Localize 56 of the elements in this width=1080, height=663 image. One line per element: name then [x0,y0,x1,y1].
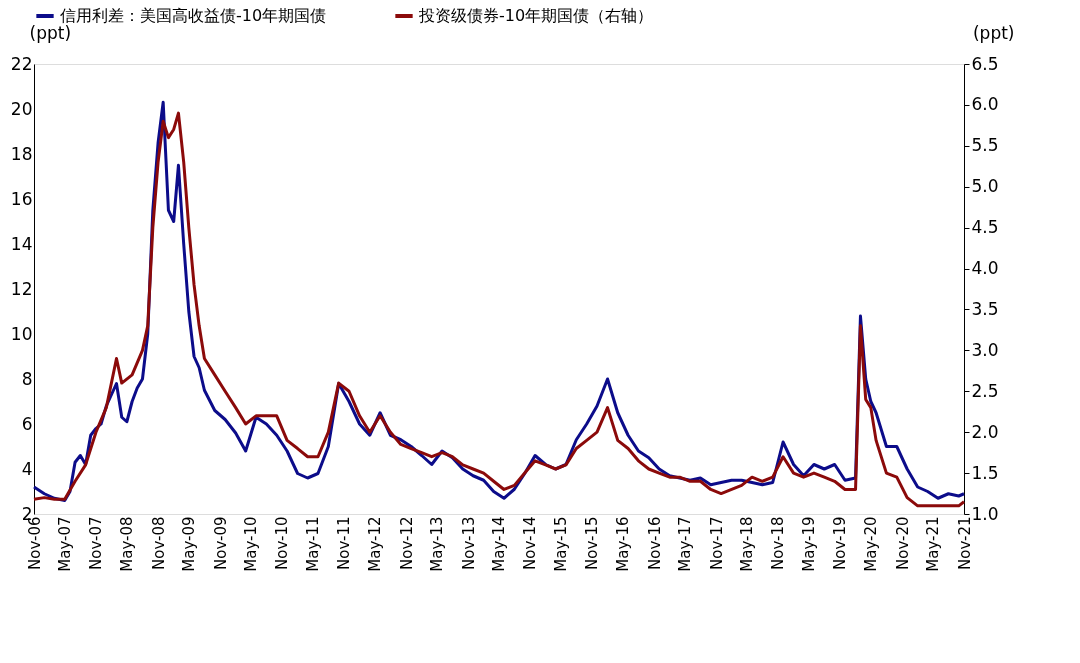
x-tick-label: May-12 [366,516,385,572]
x-tick-label: Nov-13 [459,516,478,570]
x-tick-label: Nov-17 [707,516,726,570]
y2-axis-title: (ppt) [972,22,1015,43]
x-tick-label: May-14 [490,516,509,572]
y-tick-label: 12 [10,278,33,299]
x-tick-label: Nov-09 [211,516,230,570]
y2-tick-label: 4.0 [971,258,999,279]
y2-tick-label: 6.0 [971,94,999,115]
x-tick-label: Nov-11 [335,516,354,570]
y-tick-label: 10 [10,323,33,344]
x-tick-label: Nov-14 [521,516,540,570]
x-tick-label: May-20 [862,516,881,572]
y2-tick-label: 2.5 [971,380,999,401]
x-tick-label: Nov-18 [769,516,788,570]
x-tick-label: May-07 [56,516,75,572]
y-tick-label: 8 [21,368,33,389]
y-tick-label: 18 [10,143,33,164]
y2-tick-label: 1.0 [971,503,999,524]
x-tick-label: May-17 [676,516,695,572]
x-tick-label: Nov-19 [831,516,850,570]
legend-label: 投资级债券-10年期国债（右轴） [418,6,654,25]
x-tick-label: Nov-10 [273,516,292,570]
y2-tick-label: 1.5 [971,462,999,483]
x-tick-label: Nov-16 [645,516,664,570]
y-axis-title: (ppt) [29,22,72,43]
x-tick-label: May-16 [614,516,633,572]
x-tick-label: Nov-20 [893,516,912,570]
y2-tick-label: 6.5 [971,53,999,74]
x-tick-label: May-18 [738,516,757,572]
x-tick-label: May-09 [180,516,199,572]
y2-tick-label: 2.0 [971,421,999,442]
x-tick-label: May-19 [800,516,819,572]
y2-tick-label: 5.0 [971,176,999,197]
x-tick-label: Nov-21 [955,516,974,570]
x-tick-label: Nov-15 [583,516,602,570]
x-tick-label: Nov-07 [87,516,106,570]
x-tick-label: Nov-08 [149,516,168,570]
y-tick-label: 6 [21,413,33,434]
y-tick-label: 20 [10,98,33,119]
y2-tick-label: 5.5 [971,135,999,156]
y-tick-label: 22 [10,53,33,74]
x-tick-label: May-08 [118,516,137,572]
y-tick-label: 16 [10,188,33,209]
y2-tick-label: 3.5 [971,298,999,319]
x-tick-label: Nov-12 [397,516,416,570]
x-tick-label: May-15 [552,516,571,572]
y-tick-label: 14 [10,233,33,254]
y2-tick-label: 3.0 [971,339,999,360]
y2-tick-label: 4.5 [971,217,999,238]
x-tick-label: May-13 [428,516,447,572]
legend-label: 信用利差：美国高收益债-10年期国债 [60,6,327,25]
x-tick-label: May-21 [924,516,943,572]
y-tick-label: 4 [21,458,33,479]
x-tick-label: May-11 [304,516,323,572]
x-tick-label: May-10 [242,516,261,572]
